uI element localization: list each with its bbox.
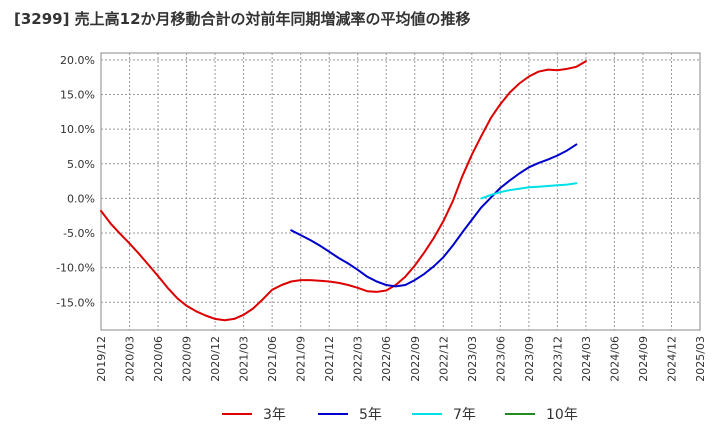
x-tick-label: 2019/12 [95, 336, 108, 382]
y-tick-label: -5.0% [63, 227, 95, 240]
series-line [480, 182, 578, 200]
series-line [100, 60, 587, 322]
x-tick-label: 2023/03 [466, 336, 479, 382]
legend-label: 5年 [359, 407, 382, 423]
x-tick-label: 2021/06 [266, 336, 279, 382]
legend-label: 10年 [546, 407, 578, 423]
x-tick-label: 2024/06 [608, 336, 621, 382]
x-tick-label: 2024/12 [665, 336, 678, 382]
y-tick-label: 20.0% [60, 54, 95, 67]
y-tick-label: 10.0% [60, 123, 95, 136]
plot-area [100, 52, 701, 331]
x-tick-label: 2022/12 [437, 336, 450, 382]
x-axis: 2019/12 2020/03 2020/06 2020/09 2020/12 2021/… [95, 336, 707, 382]
x-tick-label: 2020/06 [152, 336, 165, 382]
x-tick-label: 2023/06 [494, 336, 507, 382]
x-tick-label: 2023/09 [523, 336, 536, 382]
y-tick-label: 15.0% [60, 89, 95, 102]
y-tick-label: -15.0% [56, 296, 95, 309]
x-tick-label: 2021/09 [295, 336, 308, 382]
y-tick-label: 0.0% [67, 192, 95, 205]
y-axis: 20.0% 15.0% 10.0% 5.0% 0.0% -5.0% -10.0% -15.0% [56, 54, 95, 309]
chart-title: [3299] 売上高12か月移動合計の対前年同期増減率の平均値の推移 [14, 10, 471, 28]
x-tick-label: 2022/09 [409, 336, 422, 382]
x-tick-label: 2021/12 [323, 336, 336, 382]
x-tick-label: 2024/03 [580, 336, 593, 382]
x-tick-label: 2025/03 [694, 336, 707, 382]
legend: 3年 5年 7年 10年 [222, 407, 578, 423]
x-tick-label: 2024/09 [637, 336, 650, 382]
y-tick-label: 5.0% [67, 158, 95, 171]
legend-label: 3年 [263, 407, 286, 423]
x-tick-label: 2022/03 [352, 336, 365, 382]
series-lines [100, 60, 587, 322]
x-tick-label: 2020/09 [181, 336, 194, 382]
grid [101, 53, 700, 330]
legend-label: 7年 [453, 407, 476, 423]
x-tick-label: 2022/06 [380, 336, 393, 382]
series-line [290, 143, 578, 288]
y-tick-label: -10.0% [56, 262, 95, 275]
x-tick-label: 2020/12 [209, 336, 222, 382]
x-tick-label: 2023/12 [551, 336, 564, 382]
x-tick-label: 2021/03 [238, 336, 251, 382]
x-tick-label: 2020/03 [124, 336, 137, 382]
